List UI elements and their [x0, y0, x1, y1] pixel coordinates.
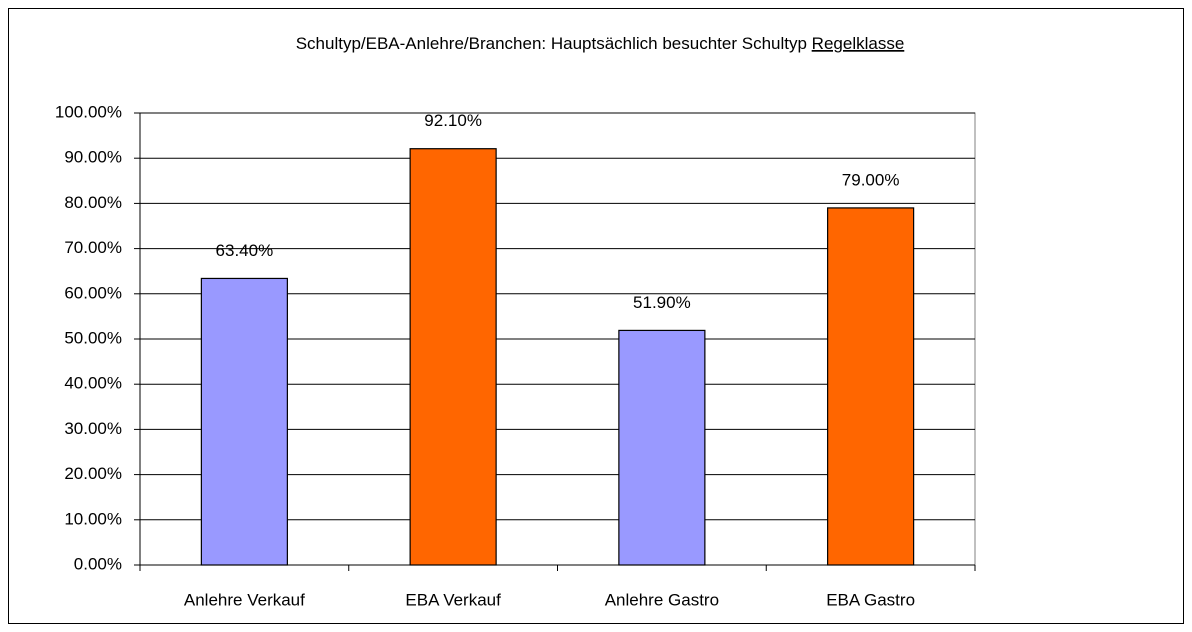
y-tick-label: 70.00%: [64, 238, 122, 257]
bar: [200, 277, 288, 566]
chart-title: Schultyp/EBA-Anlehre/Branchen: Hauptsäch…: [296, 34, 905, 53]
y-tick-label: 10.00%: [64, 509, 122, 528]
bar: [409, 148, 497, 566]
y-tick-label: 0.00%: [74, 554, 122, 573]
title-main: Schultyp/EBA-Anlehre/Branchen: Hauptsäch…: [296, 34, 807, 53]
y-tick-label: 30.00%: [64, 419, 122, 438]
title-emphasis: Regelklasse: [812, 34, 905, 53]
x-tick-label: Anlehre Gastro: [605, 590, 719, 609]
x-tick-label: Anlehre Verkauf: [184, 590, 305, 609]
bar: [618, 329, 706, 566]
y-tick-label: 40.00%: [64, 374, 122, 393]
bar: [827, 207, 915, 566]
data-label: 79.00%: [842, 170, 900, 189]
y-tick-label: 100.00%: [55, 102, 122, 121]
y-tick-label: 60.00%: [64, 283, 122, 302]
y-tick-label: 80.00%: [64, 193, 122, 212]
y-tick-label: 50.00%: [64, 328, 122, 347]
y-tick-label: 90.00%: [64, 148, 122, 167]
x-tick-label: EBA Verkauf: [405, 590, 501, 609]
y-tick-label: 20.00%: [64, 464, 122, 483]
data-label: 63.40%: [216, 241, 274, 260]
data-label: 92.10%: [424, 111, 482, 130]
x-tick-label: EBA Gastro: [826, 590, 915, 609]
data-label: 51.90%: [633, 293, 691, 312]
